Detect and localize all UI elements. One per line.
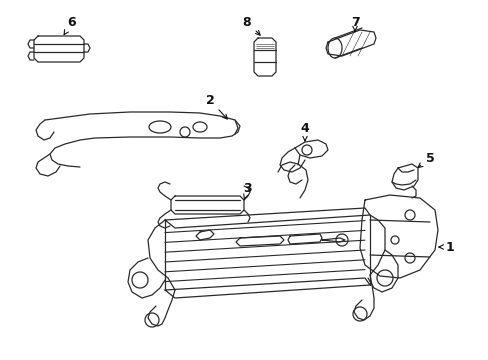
Text: 5: 5 <box>417 152 433 167</box>
Text: 3: 3 <box>243 181 252 200</box>
Text: 2: 2 <box>205 94 227 119</box>
Text: 1: 1 <box>438 240 453 253</box>
Text: 6: 6 <box>64 15 76 35</box>
Text: 7: 7 <box>350 15 359 31</box>
Text: 8: 8 <box>242 15 260 35</box>
Text: 4: 4 <box>300 122 309 141</box>
